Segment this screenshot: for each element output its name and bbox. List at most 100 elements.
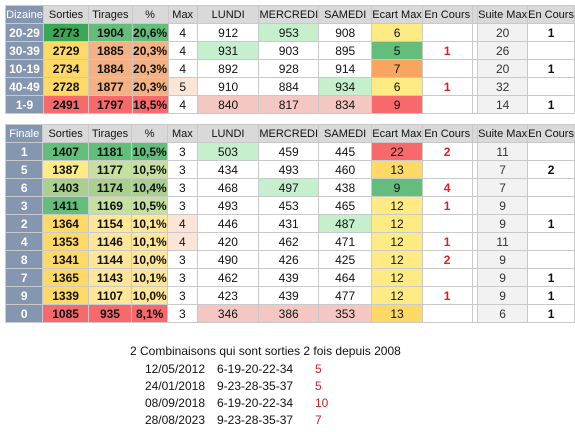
cell-sorties: 1085 [42,304,89,323]
cell-suite-max: 9 [477,286,529,305]
cell-lundi: 892 [196,59,260,78]
cell-pct: 20,6% [131,23,169,42]
combination-numbers: 6-19-20-22-34 [217,396,294,410]
cell-max: 3 [167,304,198,323]
cell-pct: 10,5% [131,160,169,179]
cell-mercredi: 497 [258,178,320,197]
cell-key: 20-29 [5,23,44,42]
cell-samedi: 465 [318,196,373,215]
cell-en-cours-suite: 1 [527,286,575,305]
cell-lundi: 446 [196,214,260,233]
cell-en-cours: 4 [421,178,473,197]
cell-sorties: 2734 [42,59,90,78]
cell-suite-max: 20 [477,23,529,42]
cell-lundi: 420 [196,232,260,251]
combination-count: 10 [315,396,329,410]
cell-pct: 10,1% [131,214,169,233]
cell-lundi: 931 [196,41,260,60]
finale-table: Finale Sorties Tirages% Max LUNDI MERCREDI SAM… [4,124,575,323]
cell-lundi: 490 [196,250,260,269]
cell-sorties: 1403 [42,178,89,197]
combination-count: 5 [315,379,322,393]
cell-en-cours [421,214,473,233]
cell-ecart-max: 9 [371,178,423,197]
cell-key: 40-49 [5,77,44,96]
cell-pct: 10,1% [131,232,169,251]
header-max: Max [167,124,198,143]
cell-en-cours: 1 [421,232,473,251]
combination-count: 7 [315,413,322,427]
cell-en-cours [421,59,473,78]
cell-sorties: 1364 [42,214,89,233]
cell-en-cours: 2 [421,142,473,161]
cell-en-cours: 1 [421,286,473,305]
cell-ecart-max: 12 [371,268,423,287]
table-row: 9 1339 1107 10,0% 3 423 439 477 12 1 9 1 [4,286,575,305]
cell-tirages: 1154 [87,214,133,233]
cell-max: 5 [167,77,198,96]
cell-sorties: 1365 [42,268,89,287]
cell-sorties: 1411 [42,196,89,215]
combinations-section: 2 Combinaisons qui sont sorties 2 fois d… [130,344,401,429]
cell-lundi: 493 [196,196,260,215]
cell-samedi: 353 [318,304,373,323]
cell-tirages: 1107 [87,286,133,305]
combination-count: 5 [315,362,322,376]
table-row: 8 1341 1144 10,0% 3 490 426 425 12 2 9 [4,250,575,269]
cell-ecart-max: 7 [371,59,423,78]
cell-max: 4 [167,41,198,60]
cell-ecart-max: 12 [371,250,423,269]
cell-sorties: 2729 [42,41,90,60]
cell-mercredi: 462 [258,232,320,251]
cell-samedi: 438 [318,178,373,197]
cell-pct: 20,3% [131,59,169,78]
cell-samedi: 908 [318,23,373,42]
header-key: Dizaine [5,5,44,24]
header-mercredi: MERCREDI [258,5,320,24]
cell-lundi: 840 [196,95,260,114]
table-row: 7 1365 1143 10,1% 3 462 439 464 12 9 1 [4,268,575,287]
cell-key: 6 [4,178,44,197]
header-pct: % [131,5,169,24]
cell-tirages: 1146 [87,232,133,251]
cell-sorties: 1341 [42,250,89,269]
cell-pct: 20,3% [131,41,169,60]
cell-ecart-max: 22 [371,142,423,161]
table-row: 40-49 2728 1877 20,3% 5 910 884 934 6 1 32 [5,77,575,96]
cell-mercredi: 459 [258,142,320,161]
header-max: Max [167,5,198,24]
cell-en-cours-suite: 1 [527,59,575,78]
cell-suite-max: 14 [477,95,529,114]
header-tirages: Tirages [88,5,133,24]
combination-numbers: 9-23-28-35-37 [217,413,294,427]
cell-key: 9 [4,286,44,305]
cell-en-cours-suite: 1 [527,214,575,233]
cell-key: 0 [4,304,44,323]
cell-lundi: 910 [196,77,260,96]
cell-en-cours-suite [527,41,575,60]
cell-samedi: 895 [318,41,373,60]
cell-ecart-max: 6 [371,23,423,42]
cell-samedi: 445 [318,142,373,161]
cell-pct: 20,3% [131,77,169,96]
cell-key: 5 [4,160,44,179]
cell-ecart-max: 6 [371,77,423,96]
cell-mercredi: 493 [258,160,320,179]
combination-row: 28/08/2023 9-23-28-35-37 7 [130,412,401,429]
cell-max: 3 [167,250,198,269]
cell-pct: 18,5% [131,95,169,114]
cell-suite-max: 9 [477,196,529,215]
cell-tirages: 1885 [88,41,133,60]
cell-sorties: 2773 [42,23,90,42]
cell-en-cours [421,304,473,323]
cell-ecart-max: 13 [371,160,423,179]
finale-header-row: Finale Sorties Tirages% Max LUNDI MERCREDI SAM… [4,124,575,143]
cell-suite-max: 11 [477,232,529,251]
table-row: 20-29 2773 1904 20,6% 4 912 953 908 6 20 1 [5,23,575,42]
cell-tirages: 1177 [87,160,133,179]
combination-date: 12/05/2012 [144,362,205,376]
cell-samedi: 471 [318,232,373,251]
cell-lundi: 503 [196,142,260,161]
cell-pct: 10,1% [131,268,169,287]
cell-en-cours: 2 [421,250,473,269]
